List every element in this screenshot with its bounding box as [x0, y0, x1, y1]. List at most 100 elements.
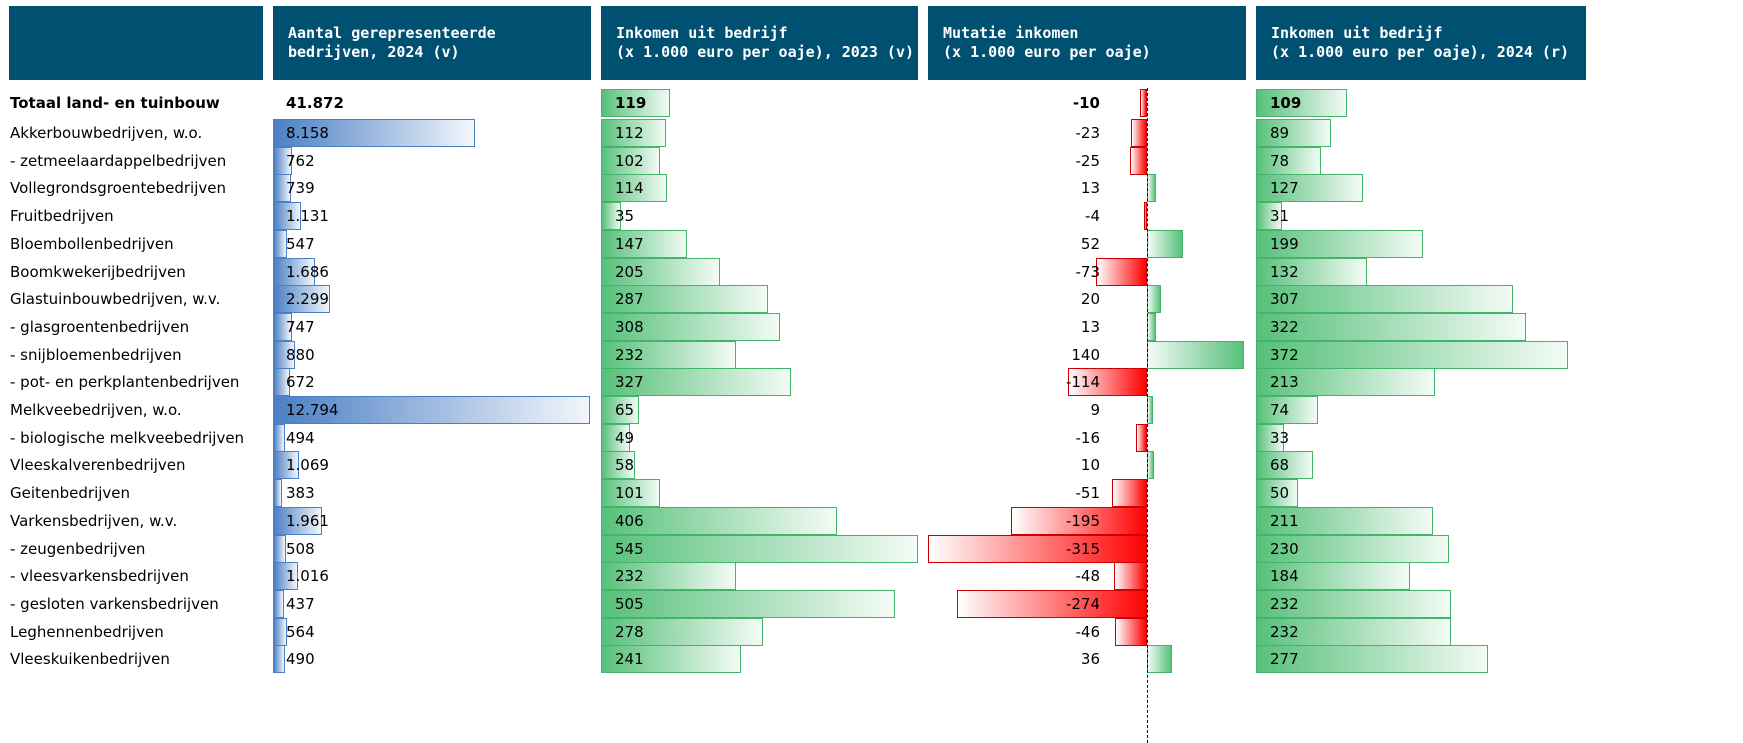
mutation-bar-2 — [1129, 146, 1147, 175]
income-2023-value-14: 101 — [615, 484, 644, 503]
income-2024-value-18: 232 — [1270, 594, 1299, 613]
row-label-19: Leghennenbedrijven — [10, 622, 164, 641]
income-2023-value-6: 205 — [615, 262, 644, 281]
count-value-0: 41.872 — [286, 94, 344, 112]
mutation-value-7: 20 — [1080, 290, 1100, 309]
income-2023-bar-16 — [601, 534, 918, 563]
income-2024-value-2: 78 — [1270, 151, 1290, 170]
count-value-2: 762 — [286, 151, 315, 170]
row-label-15: Varkensbedrijven, w.v. — [10, 511, 178, 530]
income-2024-value-6: 132 — [1270, 262, 1299, 281]
mutation-value-14: -51 — [1075, 484, 1101, 503]
mutation-bar-15 — [1011, 506, 1147, 535]
header-income-2023: Inkomen uit bedrijf (x 1.000 euro per oa… — [601, 6, 918, 80]
income-2023-bar-3 — [601, 174, 668, 203]
count-bar-2 — [273, 146, 292, 175]
row-label-1: Akkerbouwbedrijven, w.o. — [10, 124, 203, 142]
income-2023-value-17: 232 — [615, 567, 644, 586]
header-mutation-line-1: Mutatie inkomen — [943, 24, 1079, 42]
income-2024-bar-3 — [1256, 174, 1363, 203]
count-value-7: 2.299 — [286, 290, 329, 309]
income-2024-bar-15 — [1256, 506, 1433, 535]
row-label-0: Totaal land- en tuinbouw — [10, 94, 220, 112]
count-bar-11 — [273, 396, 590, 424]
income-2024-value-9: 372 — [1270, 345, 1299, 364]
income-2023-value-9: 232 — [615, 345, 644, 364]
income-2024-value-5: 199 — [1270, 234, 1299, 253]
row-label-6: Boomkwekerijbedrijven — [10, 262, 186, 281]
mutation-value-20: 36 — [1080, 650, 1100, 669]
mutation-bar-20 — [1147, 645, 1173, 674]
income-2024-bar-7 — [1256, 285, 1514, 314]
income-2023-value-2: 102 — [615, 151, 644, 170]
income-2023-bar-19 — [601, 617, 763, 646]
row-label-5: Bloembollenbedrijven — [10, 234, 174, 253]
row-label-8: - glasgroentenbedrijven — [10, 317, 190, 336]
count-bar-1 — [273, 119, 476, 147]
header-count-line-1: Aantal gerepresenteerde — [288, 24, 496, 42]
count-bar-9 — [273, 340, 295, 369]
income-2023-value-18: 505 — [615, 594, 644, 613]
mutation-bar-1 — [1131, 119, 1147, 147]
mutation-value-15: -195 — [1065, 511, 1100, 530]
header-count: Aantal gerepresenteerde bedrijven, 2024 … — [273, 6, 591, 80]
mutation-bar-13 — [1147, 451, 1154, 480]
income-2023-value-20: 241 — [615, 650, 644, 669]
count-value-3: 739 — [286, 179, 315, 198]
income-2024-bar-18 — [1256, 589, 1451, 618]
mutation-value-16: -315 — [1065, 539, 1100, 558]
count-bar-3 — [273, 174, 292, 203]
income-2023-value-19: 278 — [615, 622, 644, 641]
mutation-bar-12 — [1135, 423, 1147, 452]
count-value-4: 1.131 — [286, 207, 329, 226]
income-2023-bar-1 — [601, 119, 667, 147]
header-income-2024-line-2: (x 1.000 euro per oaje), 2024 (r) — [1271, 43, 1570, 61]
count-bar-8 — [273, 312, 292, 341]
income-2023-bar-12 — [601, 423, 630, 452]
income-2024-value-17: 184 — [1270, 567, 1299, 586]
income-2024-value-1: 89 — [1270, 124, 1290, 142]
income-2024-bar-20 — [1256, 645, 1489, 674]
row-label-13: Vleeskalverenbedrijven — [10, 456, 186, 475]
mutation-value-17: -48 — [1075, 567, 1101, 586]
count-value-16: 508 — [286, 539, 315, 558]
count-bar-12 — [273, 423, 286, 452]
count-value-14: 383 — [286, 484, 315, 503]
income-2024-bar-19 — [1256, 617, 1451, 646]
income-2024-value-12: 33 — [1270, 428, 1290, 447]
income-2023-value-8: 308 — [615, 317, 644, 336]
mutation-value-2: -25 — [1075, 151, 1101, 170]
mutation-value-0: -10 — [1072, 94, 1100, 112]
income-2024-bar-10 — [1256, 368, 1435, 397]
count-value-9: 880 — [286, 345, 315, 364]
count-bar-13 — [273, 451, 300, 480]
income-2023-bar-8 — [601, 312, 781, 341]
income-2023-value-3: 114 — [615, 179, 644, 198]
income-2023-bar-14 — [601, 479, 660, 508]
row-label-11: Melkveebedrijven, w.o. — [10, 401, 182, 419]
count-bar-6 — [273, 257, 315, 286]
row-label-12: - biologische melkveebedrijven — [10, 428, 245, 447]
row-label-7: Glastuinbouwbedrijven, w.v. — [10, 290, 221, 309]
income-2023-bar-13 — [601, 451, 635, 480]
income-2024-bar-11 — [1256, 396, 1319, 424]
mutation-value-4: -4 — [1085, 207, 1100, 226]
income-2023-value-10: 327 — [615, 373, 644, 392]
mutation-bar-8 — [1147, 312, 1157, 341]
count-bar-18 — [273, 589, 284, 618]
count-value-6: 1.686 — [286, 262, 329, 281]
count-value-8: 747 — [286, 317, 315, 336]
mutation-value-11: 9 — [1090, 401, 1100, 419]
header-income-2024: Inkomen uit bedrijf (x 1.000 euro per oa… — [1256, 6, 1586, 80]
count-value-18: 437 — [286, 594, 315, 613]
header-count-line-2: bedrijven, 2024 (v) — [288, 43, 460, 61]
income-2024-bar-4 — [1256, 202, 1282, 231]
income-2024-bar-5 — [1256, 229, 1423, 258]
row-label-2: - zetmeelaardappelbedrijven — [10, 151, 227, 170]
mutation-value-9: 140 — [1071, 345, 1100, 364]
row-label-18: - gesloten varkensbedrijven — [10, 594, 219, 613]
row-label-14: Geitenbedrijven — [10, 484, 131, 503]
income-2023-value-13: 58 — [615, 456, 635, 475]
count-value-19: 564 — [286, 622, 315, 641]
mutation-bar-6 — [1096, 257, 1147, 286]
